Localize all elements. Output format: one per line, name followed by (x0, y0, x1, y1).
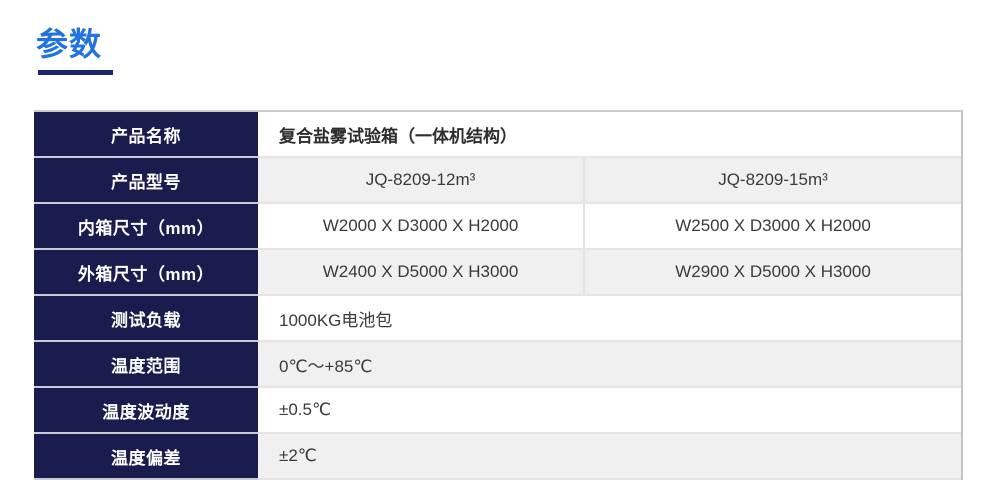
spec-value-cell: 0℃～+85℃ (258, 342, 961, 386)
spec-label-cell: 温度范围 (34, 342, 258, 388)
title-underline (38, 70, 113, 75)
spec-value-cell: W2400 X D5000 X H3000 (258, 250, 583, 294)
spec-label: 外箱尺寸（mm） (77, 264, 215, 284)
spec-label: 内箱尺寸（mm） (77, 218, 215, 238)
spec-table: 产品名称 复合盐雾试验箱（一体机结构） 产品型号 JQ-8209-12m³ JQ-… (34, 110, 963, 480)
spec-label: 温度波动度 (102, 402, 190, 422)
table-row: 温度偏差 ±2℃ (34, 434, 961, 480)
spec-label-cell: 测试负载 (34, 296, 258, 342)
spec-label: 温度偏差 (111, 448, 181, 468)
spec-value-group: 0℃～+85℃ (258, 342, 961, 388)
page-title: 参数 (36, 26, 103, 62)
spec-value-cell: ±0.5℃ (258, 388, 961, 432)
spec-label-cell: 产品名称 (34, 112, 258, 158)
spec-label-cell: 外箱尺寸（mm） (34, 250, 258, 296)
spec-label: 产品型号 (111, 172, 181, 192)
spec-label-cell: 内箱尺寸（mm） (34, 204, 258, 250)
table-row: 产品名称 复合盐雾试验箱（一体机结构） (34, 112, 961, 158)
spec-value-group: W2400 X D5000 X H3000 W2900 X D5000 X H30… (258, 250, 961, 296)
spec-label: 温度范围 (111, 356, 181, 376)
table-row: 产品型号 JQ-8209-12m³ JQ-8209-15m³ (34, 158, 961, 204)
spec-label-cell: 温度偏差 (34, 434, 258, 480)
spec-label-cell: 产品型号 (34, 158, 258, 204)
table-row: 测试负载 1000KG电池包 (34, 296, 961, 342)
spec-value-group: W2000 X D3000 X H2000 W2500 X D3000 X H20… (258, 204, 961, 250)
spec-value-cell: W2900 X D5000 X H3000 (583, 250, 961, 294)
spec-value-cell: JQ-8209-12m³ (258, 158, 583, 202)
spec-value-group: ±0.5℃ (258, 388, 961, 434)
table-row: 温度波动度 ±0.5℃ (34, 388, 961, 434)
spec-label-cell: 温度波动度 (34, 388, 258, 434)
spec-value-cell: JQ-8209-15m³ (583, 158, 961, 202)
spec-label: 产品名称 (111, 126, 181, 146)
spec-value-cell: 复合盐雾试验箱（一体机结构） (258, 112, 961, 156)
spec-value-cell: W2000 X D3000 X H2000 (258, 204, 583, 248)
table-row: 外箱尺寸（mm） W2400 X D5000 X H3000 W2900 X D5… (34, 250, 961, 296)
spec-value-cell: ±2℃ (258, 434, 961, 478)
spec-value-group: 1000KG电池包 (258, 296, 961, 342)
spec-value-cell: 1000KG电池包 (258, 296, 961, 340)
spec-value-group: ±2℃ (258, 434, 961, 480)
table-row: 内箱尺寸（mm） W2000 X D3000 X H2000 W2500 X D3… (34, 204, 961, 250)
spec-value-group: JQ-8209-12m³ JQ-8209-15m³ (258, 158, 961, 204)
spec-label: 测试负载 (111, 310, 181, 330)
spec-value-group: 复合盐雾试验箱（一体机结构） (258, 112, 961, 158)
table-row: 温度范围 0℃～+85℃ (34, 342, 961, 388)
spec-value-cell: W2500 X D3000 X H2000 (583, 204, 961, 248)
